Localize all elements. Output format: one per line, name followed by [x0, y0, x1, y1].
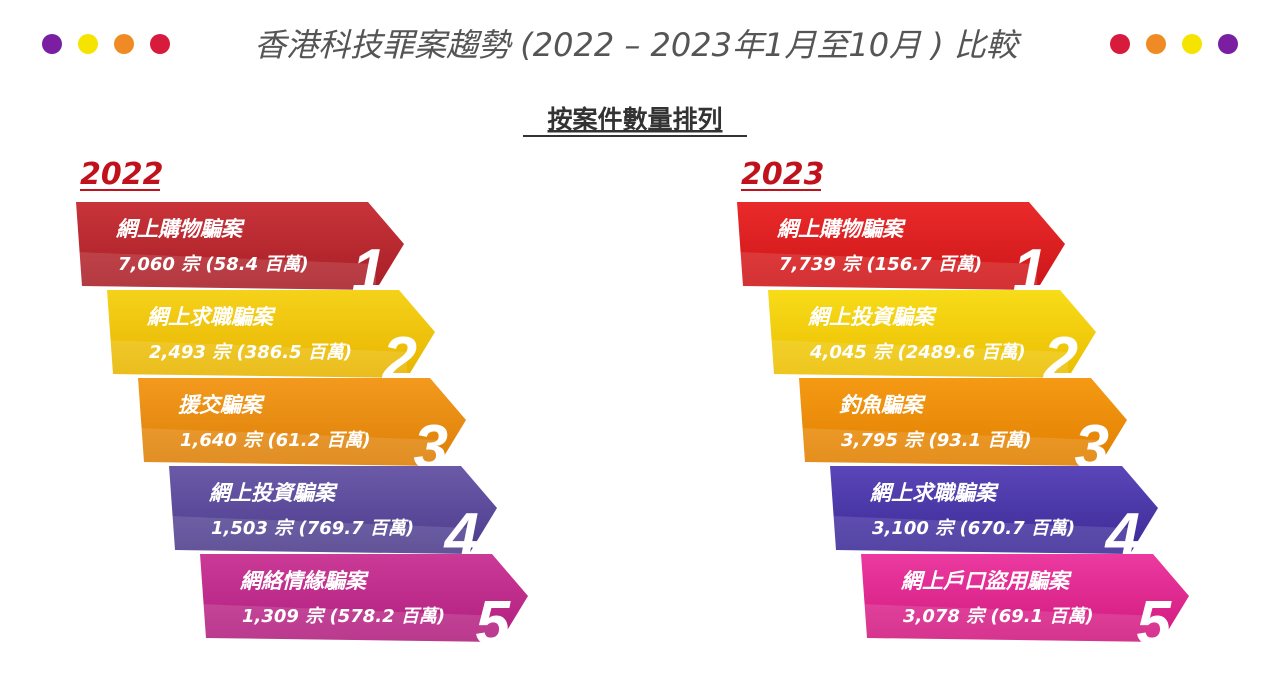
ribbon-shade: [76, 252, 376, 290]
item-stat: 4,045 宗 (2489.6 百萬): [809, 342, 1026, 363]
ribbon-shade: [768, 340, 1068, 378]
item-name: 援交騙案: [178, 393, 265, 417]
item-stat: 3,100 宗 (670.7 百萬): [872, 518, 1075, 539]
item-name: 網上戶口盜用騙案: [900, 569, 1072, 593]
ribbon-shade: [830, 516, 1130, 554]
ribbon: [76, 202, 404, 290]
item-name: 網上求職騙案: [146, 305, 276, 329]
item-rank: 5: [476, 589, 512, 658]
ribbon: [799, 378, 1127, 466]
item-name: 網上投資騙案: [807, 305, 937, 329]
title: 香港科技罪案趨勢 (2022 – 2023年1月至10月 ) 比較: [254, 26, 1022, 64]
item-stat: 1,503 宗 (769.7 百萬): [211, 518, 414, 539]
ribbon: [830, 466, 1158, 554]
ribbon-shade: [138, 428, 438, 466]
ribbon-shade: [861, 604, 1161, 642]
item-name: 網上投資騙案: [208, 481, 338, 505]
item-stat: 3,795 宗 (93.1 百萬): [841, 430, 1032, 451]
item-rank: 5: [1137, 589, 1173, 658]
item-name: 網絡情緣騙案: [239, 569, 369, 593]
ribbon: [200, 554, 528, 642]
ribbon-shade: [169, 516, 469, 554]
ribbon: [138, 378, 466, 466]
decor-dots-left: [42, 34, 170, 54]
year-label: 2022: [80, 157, 164, 192]
item-name: 釣魚騙案: [839, 393, 926, 417]
year-label: 2023: [741, 157, 825, 192]
item-name: 網上求職騙案: [869, 481, 999, 505]
decor-dots-right: [1110, 34, 1238, 54]
item-stat: 2,493 宗 (386.5 百萬): [149, 342, 352, 363]
ribbon-shade: [799, 428, 1099, 466]
subtitle: 按案件數量排列: [547, 105, 722, 134]
ribbon: [737, 202, 1065, 290]
item-stat: 7,739 宗 (156.7 百萬): [779, 254, 982, 275]
ribbon-shade: [737, 252, 1037, 290]
ribbon: [169, 466, 497, 554]
ribbon: [768, 290, 1096, 378]
item-name: 網上購物騙案: [115, 217, 245, 241]
item-stat: 7,060 宗 (58.4 百萬): [118, 254, 309, 275]
ribbon-shade: [107, 340, 407, 378]
item-name: 網上購物騙案: [776, 217, 906, 241]
item-stat: 1,309 宗 (578.2 百萬): [242, 606, 445, 627]
ribbon-shade: [200, 604, 500, 642]
ribbon: [861, 554, 1189, 642]
ribbon: [107, 290, 435, 378]
item-stat: 1,640 宗 (61.2 百萬): [180, 430, 371, 451]
item-stat: 3,078 宗 (69.1 百萬): [903, 606, 1094, 627]
